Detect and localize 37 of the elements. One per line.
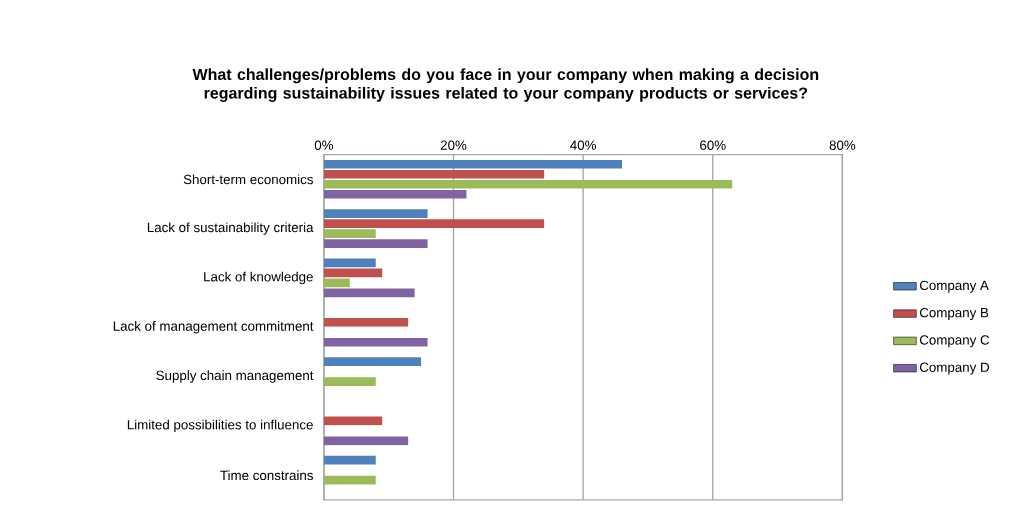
- bar: [323, 318, 409, 327]
- y-tick-label: Limited possibilities to influence: [127, 419, 313, 433]
- y-tick-label: Supply chain management: [156, 370, 314, 384]
- bar: [323, 456, 376, 465]
- chart-title: What challenges/problems do you face in your company when making a decision regarding sustainability issues related to your company products or services?: [192, 68, 819, 103]
- x-tick-label: 20%: [440, 140, 467, 151]
- bar: [323, 288, 415, 298]
- bar: [323, 190, 467, 199]
- bar: [323, 160, 623, 169]
- bar: [323, 219, 545, 229]
- x-tick-label: 40%: [570, 140, 597, 151]
- legend-label: Company A: [919, 280, 989, 293]
- y-tick-label: Lack of knowledge: [204, 271, 313, 285]
- bar: [323, 209, 428, 219]
- bar: [323, 268, 383, 278]
- bar: [323, 239, 428, 249]
- y-tick-label: Short-term economics: [183, 174, 313, 185]
- legend-label: Company C: [919, 335, 990, 348]
- x-tick-label: 60%: [700, 140, 726, 151]
- bar: [323, 416, 383, 426]
- legend-label: Company B: [919, 308, 989, 321]
- y-tick-label: Lack of sustainability criteria: [147, 222, 314, 236]
- y-tick-label: Time constrains: [220, 470, 313, 481]
- bar: [323, 278, 350, 288]
- bar: [323, 258, 376, 268]
- bar: [323, 357, 422, 367]
- y-tick-label: Lack of management commitment: [113, 321, 314, 334]
- bar: [323, 476, 376, 485]
- bar: [323, 229, 376, 239]
- bar: [323, 170, 545, 179]
- x-tick-label: 80%: [829, 140, 856, 151]
- bar: [323, 338, 428, 347]
- bar: [323, 436, 409, 446]
- legend-label: Company D: [919, 362, 989, 375]
- bar: [323, 180, 733, 189]
- x-tick-label: 0%: [314, 140, 334, 151]
- bar: [323, 377, 376, 387]
